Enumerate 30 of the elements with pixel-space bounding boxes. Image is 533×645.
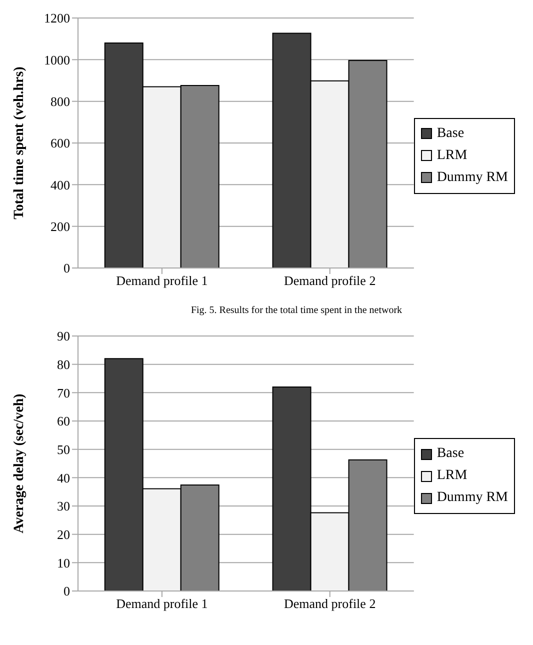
y-tick-label: 60	[57, 414, 70, 429]
y-tick-label: 10	[57, 555, 70, 570]
y-tick-label: 400	[50, 177, 70, 192]
y-tick-label: 30	[57, 498, 70, 514]
y-tick-label: 50	[57, 442, 70, 457]
x-tick-label: Demand profile 1	[116, 273, 208, 288]
legend-label: Dummy RM	[436, 168, 508, 186]
legend-label: Base	[436, 124, 464, 142]
y-tick-label: 800	[50, 94, 70, 109]
y-axis-title: Average delay (sec/veh)	[12, 393, 27, 534]
y-tick-label: 1000	[44, 52, 70, 68]
y-tick-label: 40	[57, 470, 70, 486]
legend-label: LRM	[436, 146, 468, 164]
x-tick-label: Demand profile 2	[284, 273, 376, 288]
y-axis-title: Total time spent (veh.hrs)	[12, 66, 27, 220]
legend-label: Base	[436, 445, 464, 463]
y-tick-label: 20	[57, 526, 70, 542]
caption: Fig. 5. Results for the total time spent in the network	[190, 305, 404, 316]
x-tick-label: Demand profile 2	[284, 596, 376, 612]
y-tick-label: 70	[57, 385, 70, 400]
x-tick-label: Demand profile 1	[116, 596, 208, 612]
y-tick-label: 80	[57, 356, 70, 372]
y-tick-label: 0	[64, 584, 70, 599]
legend-label: LRM	[436, 467, 468, 485]
y-tick-label: 0	[64, 260, 70, 276]
y-tick-label: 1200	[44, 10, 70, 26]
legend-label: Dummy RM	[436, 489, 508, 507]
y-tick-label: 600	[50, 136, 70, 151]
y-tick-label: 90	[57, 328, 70, 344]
y-tick-label: 200	[50, 218, 70, 234]
